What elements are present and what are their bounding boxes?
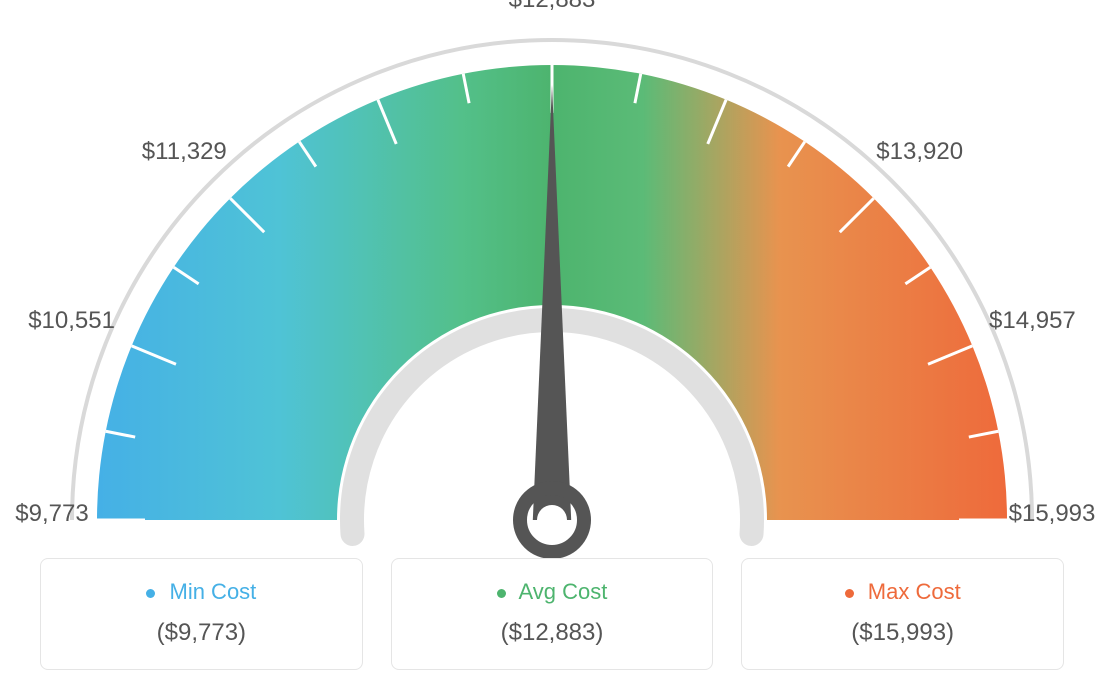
gauge-tick-label: $14,957	[989, 307, 1076, 335]
gauge-chart-container: $9,773 $10,551 $11,329 $12,883 $13,920 $14,95…	[0, 0, 1104, 690]
avg-cost-title: Avg Cost	[402, 579, 703, 605]
gauge-tick-label: $15,993	[1009, 500, 1096, 528]
max-cost-title: Max Cost	[752, 579, 1053, 605]
gauge-tick-label: $12,883	[509, 0, 596, 14]
max-dot-icon	[845, 589, 854, 598]
min-cost-title-text: Min Cost	[170, 579, 257, 604]
avg-cost-title-text: Avg Cost	[519, 579, 608, 604]
max-cost-card: Max Cost ($15,993)	[741, 558, 1064, 670]
min-dot-icon	[146, 589, 155, 598]
avg-cost-card: Avg Cost ($12,883)	[391, 558, 714, 670]
gauge-tick-label: $9,773	[15, 500, 88, 528]
min-cost-card: Min Cost ($9,773)	[40, 558, 363, 670]
gauge-area: $9,773 $10,551 $11,329 $12,883 $13,920 $14,95…	[0, 0, 1104, 560]
max-cost-title-text: Max Cost	[868, 579, 961, 604]
gauge-tick-label: $11,329	[142, 138, 227, 166]
gauge-svg	[0, 0, 1104, 560]
max-cost-value: ($15,993)	[752, 619, 1053, 647]
gauge-tick-label: $13,920	[876, 138, 963, 166]
min-cost-value: ($9,773)	[51, 619, 352, 647]
gauge-tick-label: $10,551	[28, 307, 115, 335]
min-cost-title: Min Cost	[51, 579, 352, 605]
avg-cost-value: ($12,883)	[402, 619, 703, 647]
avg-dot-icon	[497, 589, 506, 598]
summary-cards: Min Cost ($9,773) Avg Cost ($12,883) Max…	[0, 558, 1104, 670]
